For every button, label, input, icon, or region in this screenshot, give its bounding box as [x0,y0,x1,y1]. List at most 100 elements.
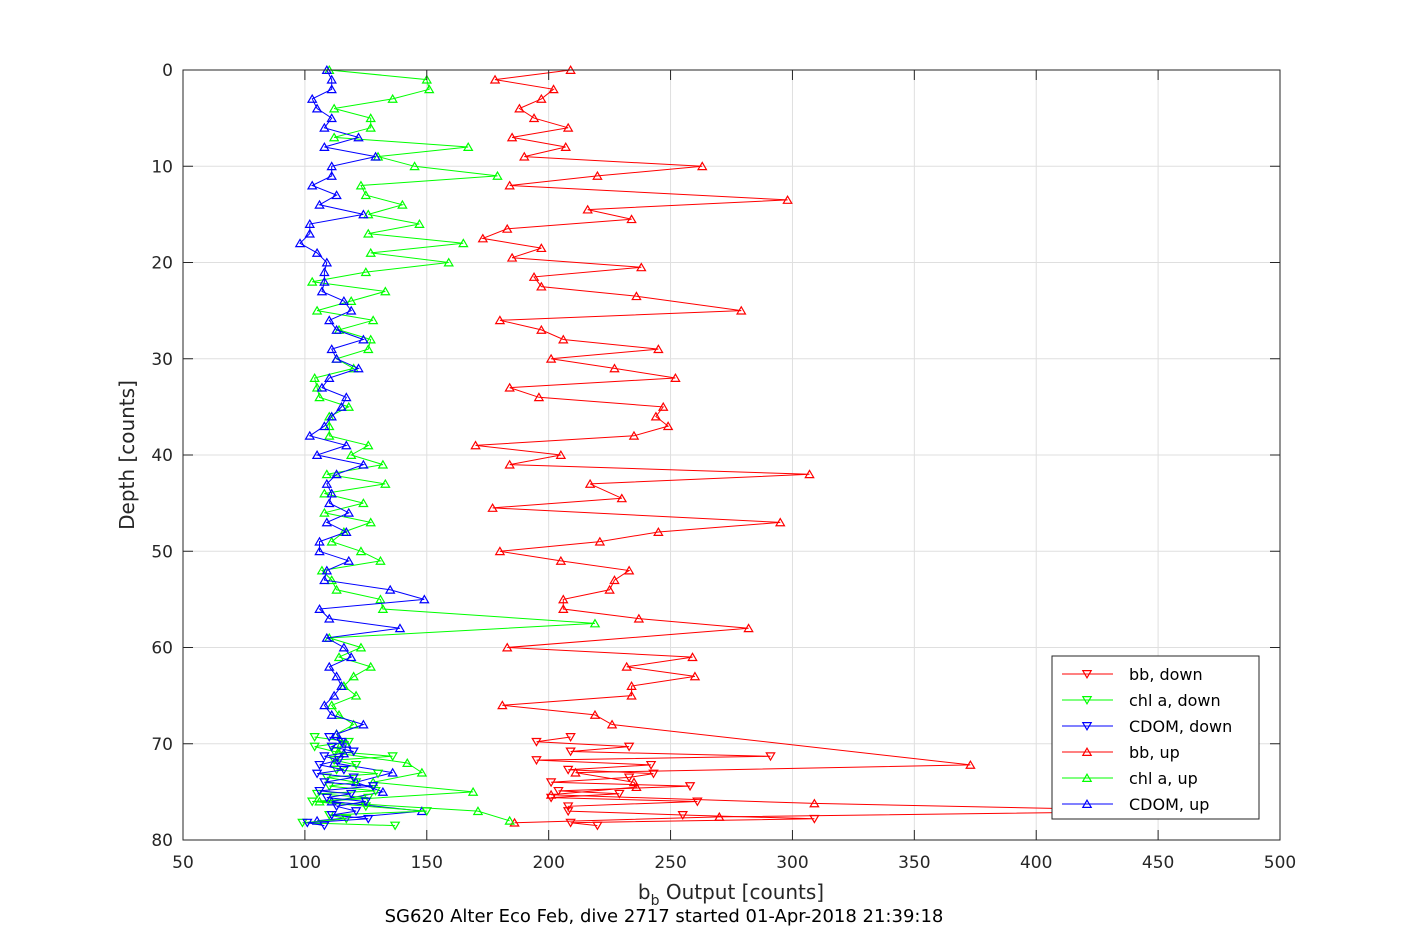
data-point [319,421,330,431]
data-point [341,527,352,536]
data-point [689,671,701,681]
data-point [311,103,323,113]
x-tick-label: 150 [411,853,443,873]
data-point [562,765,574,775]
data-point [367,782,379,792]
data-point [311,769,323,779]
data-point [326,344,337,354]
data-point [306,180,318,190]
data-point [536,324,547,334]
data-point [692,797,703,807]
data-point [514,103,525,113]
x-tick-label: 300 [776,853,808,873]
data-point [294,238,306,248]
data-point [302,818,313,828]
data-point [309,742,320,752]
data-point [394,623,406,633]
data-point [319,778,330,788]
data-point [355,642,367,652]
series-bb-down [531,733,820,831]
data-point [326,74,337,84]
data-point [319,142,330,151]
data-point [553,786,564,796]
data-point [331,469,342,479]
data-point [319,575,330,585]
data-point [321,469,333,479]
data-point [531,756,542,766]
data-point [326,811,337,820]
data-point [360,267,372,277]
data-point [387,93,398,103]
data-point [345,789,357,799]
data-point [309,373,320,382]
data-point [594,536,606,546]
data-point [311,305,323,315]
data-point [319,122,330,132]
data-point [562,807,574,817]
data-point [319,276,330,286]
data-point [353,363,364,373]
x-tick-label: 400 [1020,853,1052,873]
data-point [504,459,515,469]
data-point [462,142,474,151]
data-point [321,565,333,575]
data-point [316,286,328,296]
data-point [657,401,669,411]
dive-caption: SG620 Alter Eco Feb, dive 2717 started 0… [385,906,944,927]
data-point [377,786,389,796]
data-point [331,802,342,812]
data-point [350,690,362,700]
data-point [636,262,647,272]
data-point [314,786,325,796]
data-point [736,305,747,315]
data-point [494,546,506,556]
data-point [311,247,323,257]
data-point [531,737,542,747]
data-point [324,373,335,382]
data-point [314,760,325,770]
data-point [306,276,318,286]
data-point [623,742,635,752]
data-point [314,392,325,402]
data-point [504,180,515,190]
data-point [324,498,335,508]
data-point [355,546,367,556]
data-point [487,502,498,512]
series-chl-a-up [306,65,601,825]
series-layer [294,65,1188,831]
data-point [389,821,401,831]
data-point [645,760,657,770]
data-point [562,802,574,812]
data-point [321,632,333,642]
data-point [331,353,342,363]
data-point [311,450,323,459]
data-point [324,613,335,623]
data-point [965,759,976,769]
data-point [560,142,571,151]
data-point [558,594,569,604]
x-tick-label: 450 [1142,853,1174,873]
x-axis-label: bb Output [counts] [638,880,824,909]
data-point [365,247,376,257]
data-point [326,700,337,710]
data-point [370,786,381,796]
data-point [533,392,545,402]
data-point [341,814,352,824]
legend-marker [1081,773,1093,782]
data-point [633,613,645,623]
data-point [809,814,820,824]
data-point [321,257,333,267]
data-point [558,604,569,613]
data-point [501,223,513,233]
data-point [609,363,620,373]
data-point [345,450,357,459]
data-point [565,747,576,757]
data-point [372,769,384,779]
data-point [331,765,342,775]
legend-label: CDOM, up [1129,795,1209,814]
y-tick-label: 40 [151,446,173,466]
y-tick-label: 20 [151,254,173,274]
data-point [331,584,342,594]
data-point [363,440,374,450]
data-point [809,798,820,808]
